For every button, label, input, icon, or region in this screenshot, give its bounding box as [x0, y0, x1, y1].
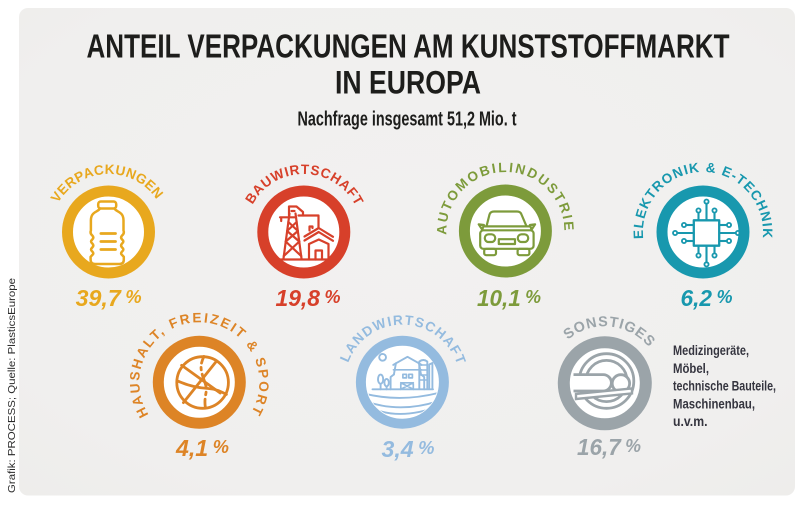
svg-text:u.v.m.: u.v.m. — [673, 413, 708, 429]
svg-text:19,8 %: 19,8 % — [276, 285, 341, 311]
svg-text:4,1 %: 4,1 % — [175, 435, 229, 461]
svg-text:39,7 %: 39,7 % — [76, 285, 142, 311]
svg-text:technische Bauteile,: technische Bauteile, — [673, 378, 776, 394]
svg-text:Medizingeräte,: Medizingeräte, — [673, 342, 749, 358]
svg-text:Nachfrage insgesamt 51,2 Mio.: Nachfrage insgesamt 51,2 Mio. t — [298, 109, 517, 131]
svg-text:3,4 %: 3,4 % — [382, 436, 435, 462]
svg-text:6,2 %: 6,2 % — [681, 285, 733, 311]
svg-text:Maschinenbau,: Maschinenbau, — [673, 395, 755, 411]
svg-text:10,1 %: 10,1 % — [477, 285, 541, 311]
svg-text:ANTEIL VERPACKUNGEN AM KUNSTST: ANTEIL VERPACKUNGEN AM KUNSTSTOFFMARKT — [87, 28, 730, 65]
svg-text:16,7 %: 16,7 % — [577, 434, 641, 460]
svg-text:Möbel,: Möbel, — [673, 360, 709, 376]
svg-text:Grafik: PROCESS; Quelle: Plast: Grafik: PROCESS; Quelle: PlasticsEurope — [6, 278, 18, 493]
svg-text:IN EUROPA: IN EUROPA — [335, 65, 481, 101]
